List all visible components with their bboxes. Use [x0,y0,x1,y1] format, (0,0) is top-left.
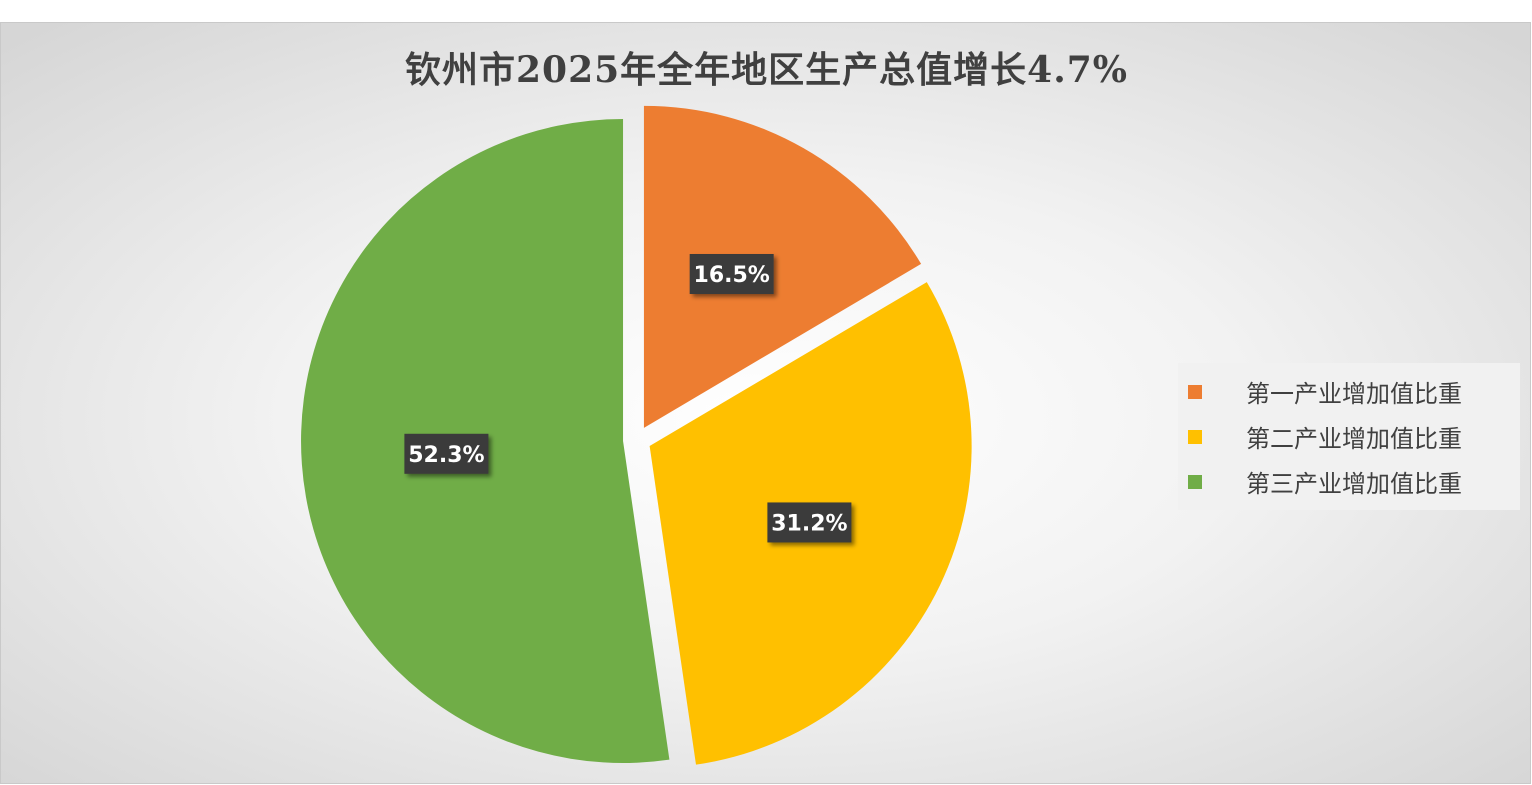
pie-slice [643,105,922,428]
legend-item: 第三产业增加值比重 [1178,459,1520,504]
data-label-box [767,502,852,543]
legend-swatch [1188,384,1202,399]
legend-item: 第一产业增加值比重 [1178,369,1520,414]
pie-chart: 16.5% 31.2% 52.3% [301,105,972,765]
data-label-text: 16.5% [694,263,770,288]
data-label-text: 31.2% [771,511,847,536]
data-label: 31.2% [767,502,852,543]
data-label-box [689,254,774,295]
legend-label: 第二产业增加值比重 [1246,425,1462,453]
chart-area: 钦州市2025年全年地区生产总值增长4.7% 16.5% 31.2% 52.3% 第… [0,22,1531,784]
legend-label: 第三产业增加值比重 [1246,470,1462,498]
data-label: 52.3% [404,433,489,474]
legend-swatch [1188,474,1202,489]
legend-swatch [1188,429,1202,444]
legend-item: 第二产业增加值比重 [1178,414,1520,459]
legend-label: 第一产业增加值比重 [1246,380,1462,408]
chart-title: 钦州市2025年全年地区生产总值增长4.7% [404,49,1129,91]
legend: 第一产业增加值比重 第二产业增加值比重 第三产业增加值比重 [1178,363,1520,510]
data-label: 16.5% [689,254,774,295]
data-label-box [404,433,489,474]
data-label-text: 52.3% [408,443,484,468]
